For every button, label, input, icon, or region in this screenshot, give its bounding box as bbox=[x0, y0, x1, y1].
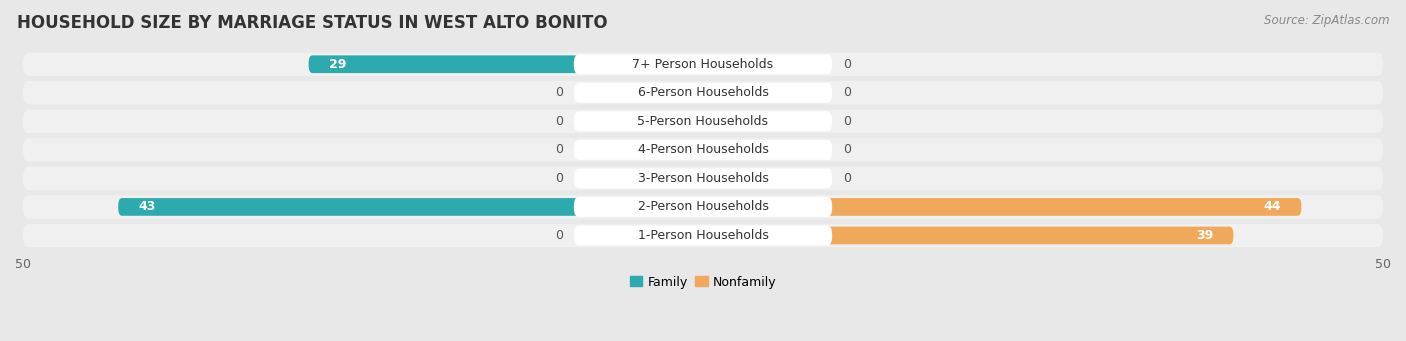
Text: 4-Person Households: 4-Person Households bbox=[637, 143, 769, 157]
Text: 0: 0 bbox=[844, 143, 851, 157]
FancyBboxPatch shape bbox=[574, 197, 832, 217]
FancyBboxPatch shape bbox=[703, 84, 758, 102]
FancyBboxPatch shape bbox=[22, 138, 1384, 162]
FancyBboxPatch shape bbox=[118, 198, 703, 216]
Text: 39: 39 bbox=[1195, 229, 1213, 242]
FancyBboxPatch shape bbox=[308, 55, 703, 73]
FancyBboxPatch shape bbox=[648, 141, 703, 159]
FancyBboxPatch shape bbox=[648, 84, 703, 102]
Text: 0: 0 bbox=[844, 172, 851, 185]
FancyBboxPatch shape bbox=[574, 111, 832, 131]
FancyBboxPatch shape bbox=[703, 169, 758, 187]
FancyBboxPatch shape bbox=[574, 140, 832, 160]
Text: 0: 0 bbox=[555, 172, 562, 185]
FancyBboxPatch shape bbox=[703, 227, 1233, 244]
Text: 43: 43 bbox=[139, 201, 156, 213]
Text: 2-Person Households: 2-Person Households bbox=[637, 201, 769, 213]
FancyBboxPatch shape bbox=[22, 53, 1384, 76]
FancyBboxPatch shape bbox=[648, 169, 703, 187]
Text: 6-Person Households: 6-Person Households bbox=[637, 86, 769, 99]
Text: 7+ Person Households: 7+ Person Households bbox=[633, 58, 773, 71]
Text: HOUSEHOLD SIZE BY MARRIAGE STATUS IN WEST ALTO BONITO: HOUSEHOLD SIZE BY MARRIAGE STATUS IN WES… bbox=[17, 14, 607, 32]
FancyBboxPatch shape bbox=[703, 113, 758, 130]
FancyBboxPatch shape bbox=[648, 227, 703, 244]
Text: 3-Person Households: 3-Person Households bbox=[637, 172, 769, 185]
Text: 44: 44 bbox=[1264, 201, 1281, 213]
FancyBboxPatch shape bbox=[22, 195, 1384, 219]
Text: 0: 0 bbox=[844, 86, 851, 99]
FancyBboxPatch shape bbox=[22, 224, 1384, 247]
FancyBboxPatch shape bbox=[574, 168, 832, 188]
Text: 0: 0 bbox=[844, 58, 851, 71]
Text: 5-Person Households: 5-Person Households bbox=[637, 115, 769, 128]
Text: 29: 29 bbox=[329, 58, 346, 71]
Text: 0: 0 bbox=[555, 229, 562, 242]
Legend: Family, Nonfamily: Family, Nonfamily bbox=[624, 271, 782, 294]
FancyBboxPatch shape bbox=[574, 83, 832, 103]
FancyBboxPatch shape bbox=[703, 141, 758, 159]
FancyBboxPatch shape bbox=[574, 54, 832, 74]
Text: 0: 0 bbox=[555, 143, 562, 157]
Text: 0: 0 bbox=[844, 115, 851, 128]
Text: 0: 0 bbox=[555, 115, 562, 128]
Text: Source: ZipAtlas.com: Source: ZipAtlas.com bbox=[1264, 14, 1389, 27]
Text: 0: 0 bbox=[555, 86, 562, 99]
FancyBboxPatch shape bbox=[22, 167, 1384, 190]
FancyBboxPatch shape bbox=[22, 81, 1384, 104]
Text: 1-Person Households: 1-Person Households bbox=[637, 229, 769, 242]
FancyBboxPatch shape bbox=[703, 198, 1302, 216]
FancyBboxPatch shape bbox=[22, 109, 1384, 133]
FancyBboxPatch shape bbox=[648, 113, 703, 130]
FancyBboxPatch shape bbox=[574, 225, 832, 246]
FancyBboxPatch shape bbox=[703, 55, 758, 73]
